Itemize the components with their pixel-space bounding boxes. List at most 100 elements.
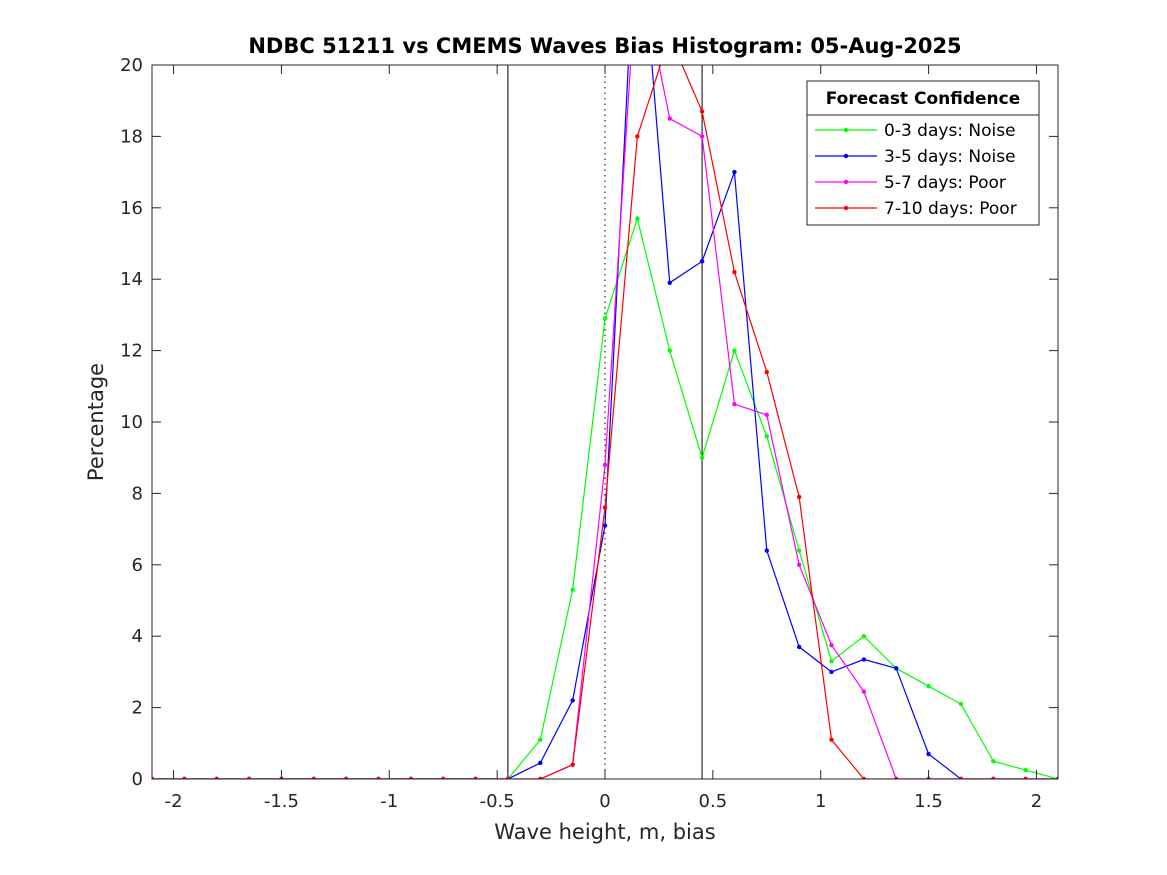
- data-point: [796, 562, 802, 567]
- legend-box: [806, 80, 1040, 226]
- data-point: [602, 316, 608, 321]
- x-tick-label: 2: [1031, 791, 1042, 812]
- data-point: [667, 280, 672, 285]
- x-tick-label: 0: [599, 791, 610, 812]
- data-point: [796, 494, 802, 500]
- data-point: [732, 348, 737, 353]
- y-tick-label: 4: [132, 626, 143, 647]
- data-point: [861, 634, 867, 639]
- data-point: [246, 776, 252, 779]
- y-tick-label: 14: [120, 269, 143, 290]
- data-point: [732, 401, 737, 407]
- y-tick-label: 6: [132, 555, 143, 576]
- y-axis-label: Percentage: [84, 363, 108, 481]
- legend-swatch-marker: [843, 153, 849, 159]
- data-point: [473, 776, 478, 779]
- data-point: [958, 701, 964, 707]
- data-point: [1023, 776, 1028, 779]
- data-point: [764, 369, 769, 375]
- data-point: [926, 683, 931, 689]
- data-point: [764, 412, 769, 418]
- x-tick-label: 1.5: [914, 791, 943, 812]
- data-point: [894, 666, 899, 671]
- data-point: [635, 216, 640, 221]
- legend-title: Forecast Confidence: [826, 89, 1021, 109]
- y-tick-label: 2: [132, 698, 143, 719]
- data-point: [505, 776, 511, 779]
- data-point: [570, 698, 575, 703]
- legend-label: 7-10 days: Poor: [884, 199, 1017, 219]
- legend-swatch-marker: [843, 179, 849, 185]
- legend-swatch-marker: [843, 205, 849, 211]
- data-point: [796, 644, 802, 650]
- x-tick-label: 1: [815, 791, 826, 812]
- data-point: [991, 758, 996, 764]
- data-point: [764, 548, 769, 553]
- data-point: [602, 505, 608, 510]
- chart-title: NDBC 51211 vs CMEMS Waves Bias Histogram…: [248, 34, 961, 58]
- data-point: [441, 776, 446, 779]
- data-point: [538, 776, 543, 779]
- data-point: [602, 523, 608, 528]
- data-point: [732, 269, 737, 275]
- x-tick-label: -1: [380, 791, 398, 812]
- data-point: [796, 548, 802, 553]
- legend-label: 0-3 days: Noise: [884, 121, 1016, 141]
- data-point: [894, 776, 899, 779]
- data-point: [699, 259, 705, 264]
- data-point: [861, 776, 867, 779]
- x-tick-label: 0.5: [699, 791, 728, 812]
- data-point: [667, 348, 672, 353]
- data-point: [408, 776, 414, 779]
- y-tick-label: 0: [132, 769, 143, 790]
- data-point: [699, 134, 705, 139]
- data-point: [829, 642, 834, 648]
- data-point: [861, 657, 867, 662]
- y-tick-label: 18: [120, 126, 143, 147]
- y-tick-label: 10: [120, 412, 143, 433]
- data-point: [214, 776, 219, 779]
- data-point: [861, 689, 867, 694]
- data-point: [1023, 767, 1028, 773]
- series-layer: [152, 65, 1058, 779]
- data-point: [699, 109, 705, 114]
- data-point: [570, 762, 575, 767]
- data-point: [538, 737, 543, 742]
- data-point: [829, 737, 834, 742]
- x-tick-label: -1.5: [264, 791, 299, 812]
- legend-items: 0-3 days: Noise 3-5 days: Noise 5-7 days: …: [815, 121, 1017, 219]
- legend-label: 5-7 days: Poor: [884, 173, 1006, 193]
- x-axis-label: Wave height, m, bias: [494, 820, 715, 844]
- x-tick-label: -0.5: [480, 791, 515, 812]
- data-point: [570, 587, 575, 592]
- data-point: [182, 776, 187, 779]
- data-point: [958, 776, 964, 779]
- legend: Forecast Confidence 0-3 days: Noise 3-5 d…: [806, 80, 1040, 226]
- data-point: [667, 116, 672, 121]
- data-point: [152, 776, 155, 779]
- y-tick-label: 12: [120, 341, 143, 362]
- legend-label: 3-5 days: Noise: [884, 147, 1016, 167]
- data-point: [343, 776, 349, 779]
- data-point: [635, 134, 640, 139]
- data-point: [764, 434, 769, 439]
- y-tick-label: 16: [120, 198, 143, 219]
- legend-swatch-marker: [843, 127, 849, 133]
- data-point: [376, 776, 381, 779]
- data-point: [732, 169, 737, 175]
- data-point: [538, 760, 543, 766]
- data-point: [699, 455, 705, 460]
- data-point: [311, 776, 316, 779]
- reference-lines: [507, 65, 703, 779]
- data-point: [926, 751, 931, 757]
- data-point: [602, 462, 608, 468]
- data-point: [1055, 776, 1058, 779]
- data-point: [829, 658, 834, 664]
- data-point: [829, 669, 834, 675]
- y-tick-label: 20: [120, 55, 143, 76]
- y-tick-label: 8: [132, 483, 143, 504]
- x-tick-label: -2: [165, 791, 183, 812]
- data-point: [991, 776, 996, 779]
